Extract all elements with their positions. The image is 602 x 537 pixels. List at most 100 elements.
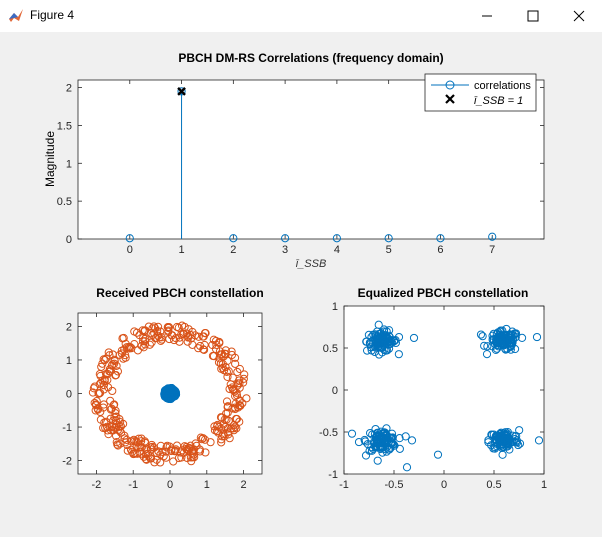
scatter-point-received bbox=[206, 438, 215, 447]
x-tick-label: 2 bbox=[241, 479, 247, 491]
scatter-point-outlier bbox=[532, 332, 542, 342]
y-tick-label: 1 bbox=[66, 355, 72, 367]
y-tick-label: 1 bbox=[332, 301, 338, 313]
scatter-point-received bbox=[235, 364, 244, 374]
scatter-point-outlier bbox=[409, 333, 419, 343]
x-tick-label: 6 bbox=[437, 244, 443, 256]
scatter-point-equalized bbox=[498, 450, 507, 459]
scatter-point-received bbox=[128, 447, 137, 456]
scatter-point-received bbox=[176, 448, 185, 457]
scatter-point-received bbox=[164, 326, 173, 335]
scatter-point-received bbox=[108, 350, 117, 359]
scatter-point-received bbox=[91, 406, 100, 415]
scatter-point-received bbox=[222, 397, 232, 406]
scatter-point-received bbox=[140, 337, 150, 346]
scatter-point-center bbox=[162, 385, 171, 395]
scatter-point-received bbox=[119, 354, 128, 363]
scatter-point-received bbox=[194, 344, 203, 353]
scatter-point-received bbox=[158, 447, 167, 456]
scatter-point-received bbox=[199, 332, 208, 341]
scatter-point-equalized bbox=[377, 339, 386, 349]
x-tick-label: 4 bbox=[334, 244, 340, 256]
scatter-point-received bbox=[120, 431, 129, 440]
scatter-point-received bbox=[136, 449, 145, 458]
scatter-point-equalized bbox=[483, 342, 492, 351]
legend-label-correlations: correlations bbox=[474, 80, 531, 92]
scatter-point-received bbox=[217, 438, 226, 447]
scatter-point-received bbox=[221, 362, 230, 372]
scatter-point-received bbox=[239, 378, 248, 387]
scatter-point-received bbox=[184, 333, 193, 342]
scatter-point-received bbox=[229, 424, 238, 433]
stem-marker bbox=[229, 234, 238, 243]
scatter-point-equalized bbox=[503, 436, 512, 445]
y-tick-label: -1 bbox=[62, 422, 72, 434]
scatter-point-received bbox=[110, 423, 119, 432]
scatter-point-received bbox=[98, 359, 107, 368]
scatter-point-received bbox=[156, 336, 165, 346]
scatter-point-received bbox=[200, 340, 209, 350]
scatter-point-received bbox=[133, 449, 142, 458]
y-tick-label: -1 bbox=[328, 469, 338, 481]
scatter-point-outlier bbox=[407, 436, 417, 445]
scatter-point-received bbox=[120, 434, 129, 443]
legend-marker-correlations bbox=[445, 80, 455, 90]
plot-title: Equalized PBCH constellation bbox=[358, 286, 529, 300]
scatter-point-received bbox=[196, 433, 205, 442]
scatter-point-received bbox=[194, 332, 203, 341]
x-tick-label: 1 bbox=[541, 479, 547, 491]
scatter-point-received bbox=[213, 422, 222, 431]
scatter-point-equalized bbox=[478, 332, 487, 341]
stem-marker bbox=[384, 234, 393, 243]
x-tick-label: -1 bbox=[339, 479, 349, 491]
scatter-point-received bbox=[210, 426, 220, 435]
scatter-point-equalized bbox=[503, 440, 512, 449]
scatter-point-equalized bbox=[371, 332, 380, 341]
scatter-point-received bbox=[210, 422, 219, 431]
y-tick-label: 1.5 bbox=[57, 120, 72, 132]
scatter-point-received bbox=[112, 361, 121, 370]
scatter-point-received bbox=[231, 422, 240, 431]
scatter-point-equalized bbox=[401, 432, 410, 441]
scatter-point-received bbox=[232, 414, 242, 424]
scatter-point-received bbox=[90, 382, 99, 391]
scatter-point-received bbox=[161, 453, 171, 462]
scatter-point-received bbox=[148, 442, 157, 451]
legend: correlations ī_SSB = 1 bbox=[424, 73, 537, 112]
minimize-button[interactable] bbox=[464, 0, 510, 32]
received-constellation-plot: Received PBCH constellation -2 -1 0 1 2 -2 -1 0… bbox=[62, 286, 263, 491]
scatter-point-received bbox=[111, 370, 121, 380]
scatter-point-equalized bbox=[376, 433, 385, 442]
scatter-point-received bbox=[138, 337, 148, 346]
scatter-point-equalized bbox=[395, 434, 404, 443]
scatter-point-equalized bbox=[367, 443, 376, 452]
scatter-point-received bbox=[107, 404, 116, 413]
x-tick-label: 3 bbox=[282, 244, 288, 256]
scatter-point-equalized bbox=[517, 333, 527, 343]
maximize-button[interactable] bbox=[510, 0, 556, 32]
figure-plots: PBCH DM-RS Correlations (frequency domai… bbox=[43, 51, 547, 491]
scatter-point-equalized bbox=[388, 440, 398, 449]
y-tick-label: 2 bbox=[66, 321, 72, 333]
scatter-point-received bbox=[162, 443, 171, 452]
stem-marker bbox=[281, 234, 290, 243]
equalized-constellation-plot: Equalized PBCH constellation -1 -0.5 0 0.5 1… bbox=[319, 286, 547, 491]
scatter-point-received bbox=[239, 374, 248, 383]
issb-marker bbox=[177, 87, 186, 96]
y-tick-label: -2 bbox=[62, 456, 72, 468]
scatter-point-received bbox=[92, 397, 101, 406]
close-button[interactable] bbox=[556, 0, 602, 32]
scatter-point-received bbox=[231, 359, 240, 368]
legend-label-issb: ī_SSB = 1 bbox=[474, 95, 523, 107]
scatter-point-equalized bbox=[489, 335, 499, 344]
scatter-point-received bbox=[105, 351, 114, 360]
scatter-point-center bbox=[165, 390, 174, 400]
scatter-point-center bbox=[164, 384, 173, 393]
stem-marker bbox=[125, 234, 134, 243]
scatter-point-equalized bbox=[491, 345, 501, 354]
scatter-point-outlier bbox=[402, 463, 412, 472]
plot-title: PBCH DM-RS Correlations (frequency domai… bbox=[178, 51, 443, 65]
scatter-point-received bbox=[140, 326, 149, 336]
scatter-point-outlier bbox=[347, 429, 357, 438]
x-tick-label: 1 bbox=[178, 244, 184, 256]
